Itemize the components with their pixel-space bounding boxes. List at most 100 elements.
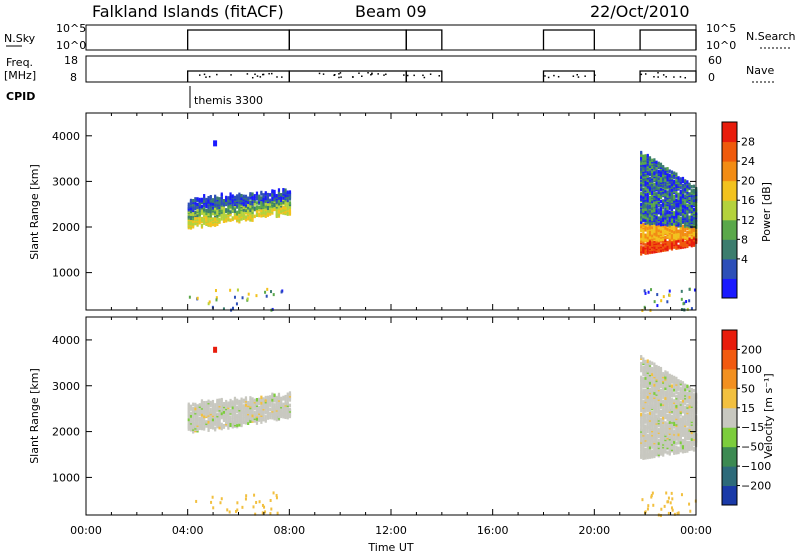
scatter-cell	[642, 231, 645, 235]
scatter-cell	[640, 161, 643, 166]
scatter-cell	[666, 190, 669, 194]
scatter-speck	[214, 289, 217, 293]
scatter-cell	[262, 397, 265, 401]
nsky-period-2	[405, 29, 443, 50]
scatter-cell	[280, 402, 283, 406]
scatter-cell	[659, 172, 663, 176]
scatter-cell	[216, 211, 219, 216]
scatter-cell	[238, 206, 241, 210]
scatter-cell	[651, 449, 654, 453]
scatter-cell	[280, 201, 283, 205]
scatter-cell	[673, 436, 676, 440]
scatter-cell	[657, 433, 660, 437]
scatter-cell	[255, 201, 259, 205]
scatter-speck	[660, 299, 663, 303]
scatter-cell	[271, 398, 274, 402]
colorbar-tick: 4	[741, 253, 748, 266]
scatter-cell	[220, 397, 223, 402]
scatter-cell	[218, 197, 221, 201]
freq-dot	[547, 76, 550, 79]
scatter-cell	[205, 403, 208, 408]
scatter-cell	[192, 219, 195, 224]
scatter-cell	[646, 446, 649, 450]
scatter-cell	[673, 406, 676, 410]
freq-dot	[246, 73, 249, 75]
scatter-cell	[646, 233, 649, 237]
scatter-cell	[644, 380, 647, 384]
scatter-cell	[686, 243, 689, 247]
scatter-cell	[642, 246, 645, 250]
scatter-cell	[684, 446, 687, 451]
scatter-cell	[659, 207, 663, 212]
scatter-cell	[640, 382, 643, 387]
scatter-cell	[207, 409, 210, 413]
scatter-cell	[659, 199, 663, 204]
scatter-cell	[662, 226, 665, 231]
scatter-cell	[659, 388, 663, 393]
scatter-cell	[653, 366, 656, 371]
scatter-cell	[229, 415, 232, 419]
freq-dot	[657, 72, 659, 74]
scatter-cell	[214, 419, 217, 424]
scatter-speck	[641, 498, 644, 502]
scatter-cell	[662, 210, 665, 214]
scatter-cell	[273, 411, 276, 415]
freq-dot	[198, 74, 201, 76]
scatter-speck	[188, 295, 191, 299]
scatter-cell	[640, 412, 643, 417]
scatter-cell	[264, 398, 267, 403]
scatter-cell	[253, 214, 256, 219]
scatter-cell	[651, 158, 654, 163]
scatter-cell	[640, 408, 643, 413]
scatter-cell	[282, 190, 285, 195]
scatter-cell	[684, 194, 687, 198]
freq-dot	[673, 76, 675, 78]
scatter-cell	[286, 206, 289, 211]
scatter-cell	[236, 409, 239, 414]
scatter-cell	[679, 400, 682, 405]
colorbar-swatch	[722, 200, 737, 221]
scatter-cell	[688, 192, 691, 196]
scatter-cell	[688, 237, 691, 241]
scatter-cell	[646, 204, 649, 208]
scatter-speck	[261, 511, 264, 515]
scatter-cell	[275, 203, 278, 208]
scatter-cell	[187, 402, 190, 407]
scatter-speck	[229, 288, 232, 292]
scatter-cell	[220, 407, 223, 412]
scatter-cell	[681, 183, 685, 188]
scatter-cell	[644, 417, 647, 422]
scatter-cell	[681, 231, 685, 236]
scatter-cell	[664, 224, 667, 229]
freq-dot	[367, 72, 369, 74]
scatter-cell	[192, 203, 195, 207]
scatter-cell	[664, 396, 667, 400]
scatter-cell	[686, 413, 689, 417]
x-tick-5: 20:00	[578, 524, 610, 537]
scatter-cell	[688, 242, 691, 247]
scatter-cell	[209, 220, 212, 225]
scatter-speck	[247, 292, 250, 296]
scatter-speck	[653, 300, 656, 304]
scatter-cell	[664, 207, 667, 211]
scatter-cell	[670, 245, 674, 250]
scatter-speck	[236, 501, 239, 505]
scatter-cell	[673, 414, 676, 418]
scatter-cell	[690, 437, 693, 441]
scatter-speck	[271, 307, 274, 311]
scatter-cell	[686, 418, 689, 423]
scatter-cell	[690, 198, 693, 203]
scatter-cell	[653, 403, 656, 408]
scatter-cell	[651, 402, 654, 407]
scatter-cell	[679, 424, 682, 428]
scatter-cell	[646, 208, 649, 213]
scatter-cell	[200, 223, 204, 228]
scatter-cell	[673, 219, 676, 223]
freq-dot	[553, 74, 555, 77]
nsky-frame	[85, 24, 697, 51]
scatter-speck	[226, 508, 229, 512]
scatter-cell	[189, 425, 193, 429]
scatter-cell	[209, 407, 212, 412]
scatter-speck	[667, 496, 670, 500]
scatter-cell	[644, 203, 647, 207]
